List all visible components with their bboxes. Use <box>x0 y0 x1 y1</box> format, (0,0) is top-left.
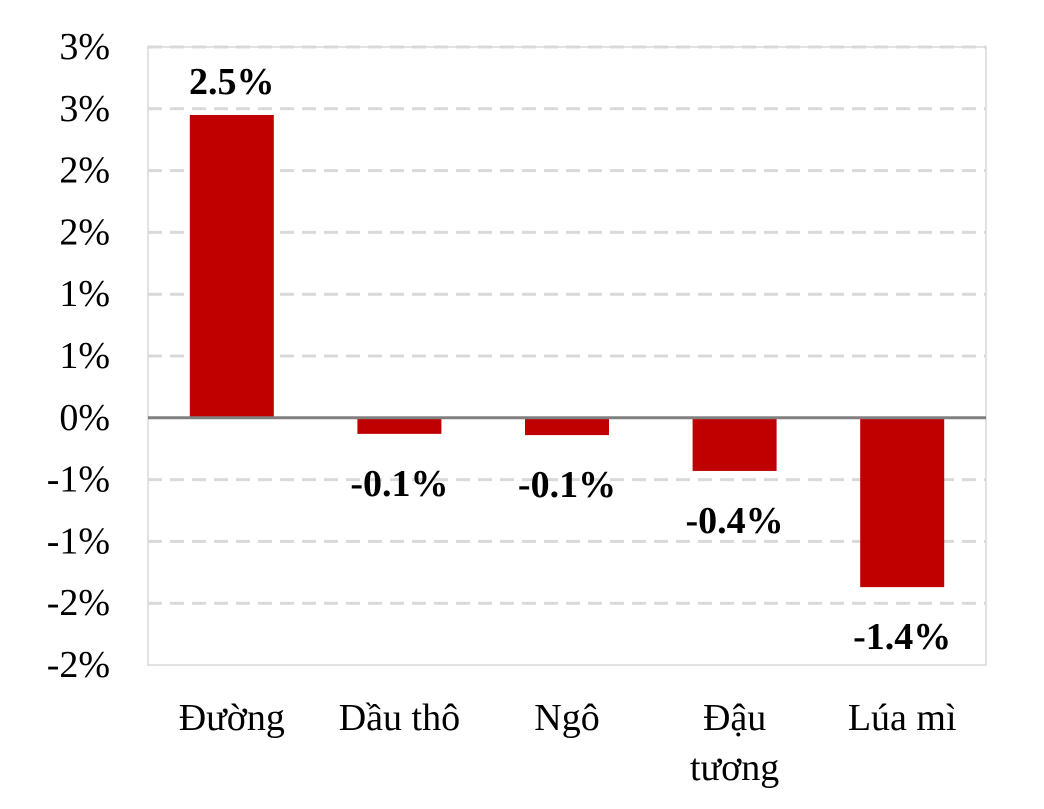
category-label: Dầu thô <box>339 697 460 739</box>
y-tick-label: 1% <box>59 273 110 315</box>
x-axis-categories: Đường Dầu thô Ngô Đậu tương Lúa mì <box>179 697 957 789</box>
y-tick-label: 3% <box>59 88 110 130</box>
bar <box>692 417 777 471</box>
category-label: tương <box>690 747 779 789</box>
data-label: -1.4% <box>853 616 951 658</box>
data-label: -0.1% <box>518 464 616 506</box>
data-label: -0.4% <box>686 500 784 542</box>
bars <box>189 114 945 588</box>
category-label: Ngô <box>534 697 599 739</box>
gridlines <box>148 45 986 605</box>
y-tick-label: 3% <box>59 26 110 68</box>
bar <box>525 417 609 436</box>
bar <box>357 417 442 434</box>
data-label: -0.1% <box>350 463 448 505</box>
category-label: Đậu <box>703 697 766 739</box>
y-tick-label: -2% <box>47 644 110 686</box>
y-tick-label: -1% <box>47 459 110 501</box>
category-label: Lúa mì <box>848 697 957 739</box>
y-tick-label: 2% <box>59 150 110 192</box>
y-tick-label: -2% <box>47 582 110 624</box>
y-tick-label: 2% <box>59 211 110 253</box>
bar <box>860 417 945 588</box>
category-label: Đường <box>179 697 285 739</box>
y-tick-label: 1% <box>59 335 110 377</box>
data-labels: 2.5% -0.1% -0.1% -0.4% -1.4% <box>189 61 951 658</box>
bar <box>189 114 274 418</box>
y-axis-ticks: 3% 3% 2% 2% 1% 1% 0% -1% -1% -2% -2% <box>47 26 110 686</box>
y-tick-label: -1% <box>47 520 110 562</box>
data-label: 2.5% <box>189 61 275 103</box>
y-tick-label: 0% <box>59 397 110 439</box>
